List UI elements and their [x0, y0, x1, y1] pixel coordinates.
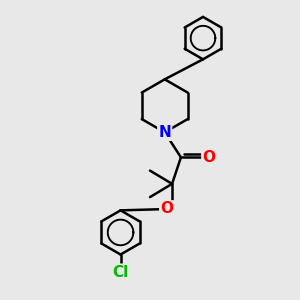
Text: O: O [160, 201, 173, 216]
Text: N: N [158, 125, 171, 140]
Text: Cl: Cl [112, 265, 129, 280]
Text: O: O [202, 150, 215, 165]
